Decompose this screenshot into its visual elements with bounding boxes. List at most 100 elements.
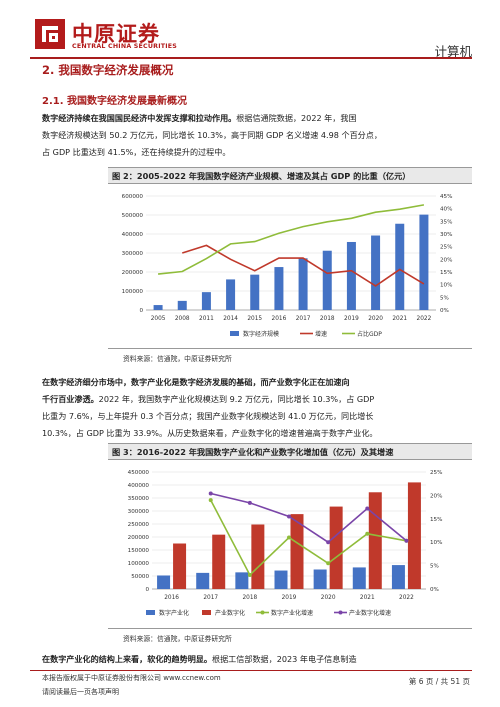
figure3-source: 资料来源：信通院，中原证券研究所 [123,635,232,643]
fig2-y2-tick-label: 35% [440,219,452,225]
fig2-bar [274,267,284,310]
fig2-bar [201,292,211,310]
fig2-legend-label: 增速 [315,330,327,338]
fig3-y-tick-label: 450000 [128,470,150,476]
fig3-bar [290,514,304,589]
fig2-y-tick-label: 0 [139,308,143,314]
footer-disclaimer: 请阅读最后一页各项声明 [42,688,119,696]
fig3-bar [329,506,343,589]
fig3-y2-tick-label: 15% [430,517,442,523]
fig3-point [326,561,331,566]
fig3-y-tick-label: 100000 [128,561,150,567]
fig3-y-tick-label: 250000 [128,522,150,528]
fig3-y2-tick-label: 20% [430,493,442,499]
subsection-title: 2.1. 我国数字经济发展最新概况 [42,96,187,107]
fig2-series-line [157,204,425,275]
fig3-y2-tick-label: 5% [430,564,439,570]
fig3-series-line [210,499,407,577]
fig3-y2-tick-label: 10% [430,540,442,546]
fig2-y2-tick-label: 45% [440,194,452,200]
fig3-legend-swatch [146,610,155,615]
fig2-legend-label: 数字经济规模 [243,330,279,338]
fig3-y-tick-label: 0 [145,587,149,593]
fig2-y2-tick-label: 25% [440,245,452,251]
fig3-bar [157,575,171,589]
para1-lead: 数字经济持续在我国国民经济中发挥支撑和拉动作用。 [42,113,237,123]
footer-copyright: 本报告版权属于中原证券股份有限公司 www.ccnew.com [42,674,221,682]
fig2-x-tick-label: 2015 [247,316,262,322]
fig3-y-tick-label: 350000 [128,496,150,502]
fig2-bar [346,241,356,310]
figure2-source: 资料来源：信通院，中原证券研究所 [123,355,232,363]
fig2-bar [226,279,236,310]
fig3-x-tick-label: 2016 [164,595,179,601]
header-divider [30,57,472,59]
figure3-title: 图 3：2016-2022 年我国数字产业化和产业数字化增加值（亿元）及其增速 [112,447,394,457]
fig2-x-tick-label: 2021 [392,316,407,322]
figure2-chart: 0 100000 200000 300000 400000 500000 600000 0% 5… [122,194,453,338]
fig3-point [247,572,252,577]
fig2-bar [322,250,332,310]
fig3-y2-tick-label: 0% [430,587,439,593]
fig2-y2-tick-label: 40% [440,207,452,213]
page-number: 第 6 页 / 共 51 页 [408,677,470,686]
fig2-bar [153,305,163,310]
fig3-x-tick-label: 2018 [242,595,257,601]
fig2-x-tick-label: 2017 [296,316,311,322]
fig2-x-tick-label: 2014 [223,316,238,322]
fig3-bar [212,534,226,589]
report-category: 计算机 [434,44,472,59]
fig3-legend-label: 数字产业化增速 [271,609,313,617]
fig3-bar [352,567,366,589]
fig3-legend-marker [338,610,343,615]
fig2-bar [419,214,429,310]
company-name-en: CENTRAL CHINA SECURITIES [72,43,178,50]
fig3-bar [196,572,210,589]
page-header: 中原证券 CENTRAL CHINA SECURITIES 计算机 [0,0,500,62]
figure2-bottom-rule [108,348,472,349]
fig3-bar [313,569,327,589]
fig3-point [326,540,331,545]
fig3-x-tick-label: 2017 [203,595,218,601]
fig3-point [247,500,252,505]
fig2-y2-tick-label: 15% [440,270,452,276]
company-logo-icon [35,19,65,49]
paragraph-industry-split: 在数字经济细分市场中，数字产业化是数字经济发展的基础，而产业数字化正在加速向 千… [42,377,378,438]
fig3-y-tick-label: 150000 [128,548,150,554]
fig2-y2-tick-label: 20% [440,257,452,263]
fig3-bar [407,482,421,589]
fig2-y-tick-label: 500000 [122,213,144,219]
fig2-bar [298,258,308,310]
fig2-legend-label: 占比GDP [357,330,382,338]
fig3-point [287,535,291,540]
section-title: 2. 我国数字经济发展概况 [42,63,174,77]
figure3-chart: 0 50000 100000 150000 200000 250000 300000 3500… [128,470,443,617]
fig2-x-tick-label: 2016 [272,316,287,322]
fig3-legend-label: 产业数字化增速 [349,609,391,617]
paragraph-digital-economy: 数字经济持续在我国国民经济中发挥支撑和拉动作用。根据信通院数据，2022 年，我… [42,113,382,157]
fig2-y2-tick-label: 5% [440,295,449,301]
fig3-x-tick-label: 2022 [399,595,414,601]
fig3-bar [251,524,265,589]
fig3-point [404,538,409,543]
fig3-bar [368,492,382,589]
fig3-legend-label: 数字产业化 [159,609,189,617]
fig2-x-tick-label: 2005 [151,316,166,322]
fig2-x-tick-label: 2011 [199,316,214,322]
figure2-title-bar [108,167,472,184]
figure2-title: 图 2：2005-2022 年我国数字经济产业规模、增速及其占 GDP 的比重（… [112,171,411,181]
fig2-x-tick-label: 2019 [344,316,359,322]
fig3-y-tick-label: 300000 [128,509,150,515]
fig3-x-tick-label: 2020 [321,595,336,601]
figure3-bottom-rule [108,628,472,629]
fig2-legend-swatch [230,331,239,336]
fig3-legend-swatch [202,610,211,615]
fig3-series-line [210,492,407,544]
fig3-bar [274,570,288,589]
fig2-y2-tick-label: 30% [440,232,452,238]
fig3-y-tick-label: 50000 [131,574,149,580]
fig2-y2-tick-label: 0% [440,308,449,314]
company-name-cn: 中原证券 [72,21,160,46]
fig3-y-tick-label: 200000 [128,535,150,541]
fig3-legend-marker [260,610,265,615]
